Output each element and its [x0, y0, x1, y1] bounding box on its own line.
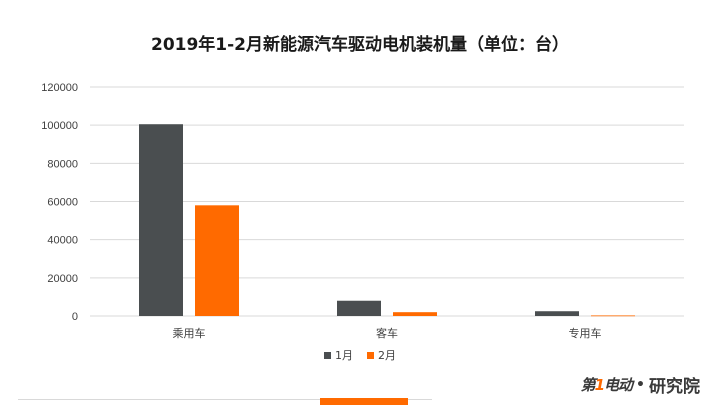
- bar-series-2: [393, 312, 437, 316]
- y-tick-label: 20000: [47, 273, 78, 285]
- bar-series-2: [591, 315, 635, 317]
- brand-separator: •: [636, 376, 645, 393]
- brand-logo: 第1电动: [580, 374, 633, 395]
- legend-swatch-series-2: [367, 351, 374, 359]
- brand-logo-accent: 1: [594, 376, 605, 394]
- y-tick-label: 60000: [47, 197, 78, 209]
- legend-item-series-2: 2月: [367, 347, 396, 363]
- legend-swatch-series-1: [324, 351, 331, 359]
- y-tick-label: 80000: [47, 158, 78, 170]
- brand-logo-main: 第: [580, 376, 596, 394]
- x-category-label: 客车: [376, 326, 398, 340]
- x-category-label: 乘用车: [173, 326, 206, 340]
- legend-label-series-1: 1月: [335, 349, 353, 362]
- legend-label-series-2: 2月: [378, 349, 396, 362]
- brand-watermark: 第1电动 • 研究院: [581, 372, 700, 397]
- brand-suffix: 研究院: [649, 377, 700, 397]
- bar-series-1: [535, 311, 579, 316]
- footer-divider: [18, 399, 432, 400]
- footer-accent-bar: [320, 398, 408, 405]
- y-tick-label: 120000: [41, 82, 78, 94]
- bar-series-2: [195, 205, 239, 316]
- legend-item-series-1: 1月: [324, 347, 353, 363]
- chart-legend: 1月 2月: [0, 347, 720, 363]
- y-tick-label: 0: [72, 311, 78, 323]
- x-category-label: 专用车: [569, 326, 602, 340]
- bar-series-1: [337, 300, 381, 316]
- chart-title: 2019年1-2月新能源汽车驱动电机装机量（单位：台）: [150, 35, 570, 55]
- y-tick-label: 100000: [41, 120, 78, 132]
- bar-series-1: [139, 124, 183, 317]
- y-tick-label: 40000: [47, 235, 78, 247]
- brand-logo-tail: 电动: [604, 376, 633, 394]
